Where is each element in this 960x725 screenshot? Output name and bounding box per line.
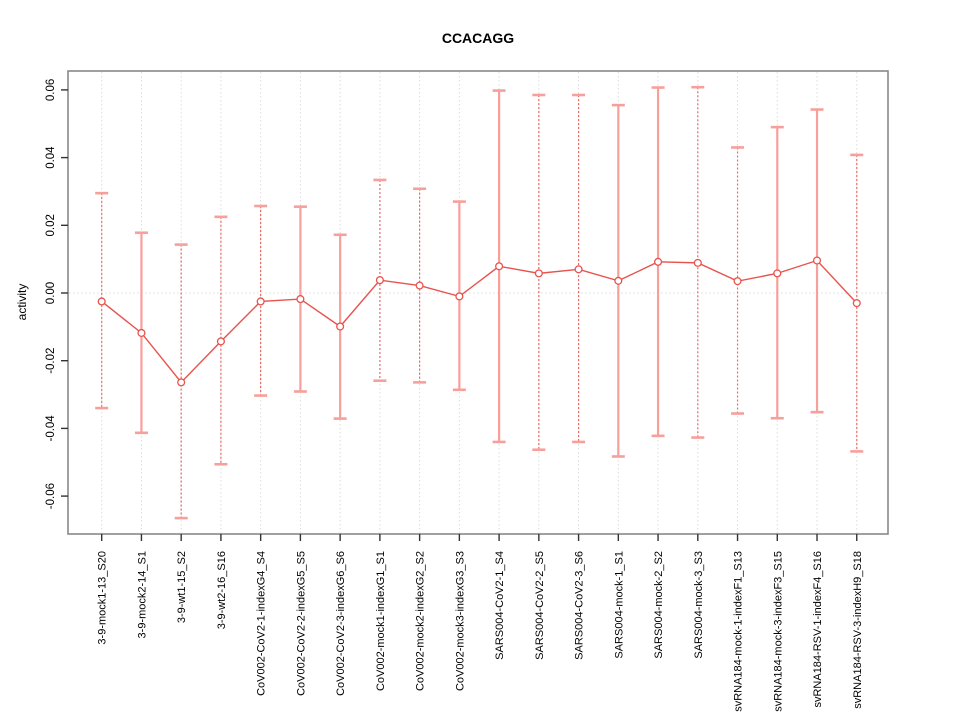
- x-tick-label: 3-9-wt2-16_S16: [216, 551, 228, 629]
- x-tick-label: CoV002-CoV2-1-indexG4_S4: [256, 551, 268, 696]
- y-tick-label: -0.02: [45, 348, 57, 374]
- data-point: [256, 297, 265, 306]
- x-tick-label: CoV002-CoV2-2-indexG5_S5: [295, 551, 307, 696]
- data-point: [574, 265, 583, 274]
- x-tick-label: SARS004-CoV2-1_S4: [494, 551, 506, 660]
- data-point: [614, 276, 623, 285]
- data-point: [495, 262, 504, 271]
- y-tick-label: 0.04: [45, 146, 57, 169]
- data-point: [812, 256, 822, 265]
- x-tick-label: 3-9-mock2-14_S1: [136, 551, 148, 638]
- data-point: [97, 297, 106, 306]
- x-tick-label: SARS004-mock-1_S1: [613, 551, 625, 659]
- data-point: [733, 277, 742, 286]
- x-tick-label: 3-9-mock1-13_S20: [97, 551, 109, 645]
- x-tick-label: SARS004-CoV2-3_S6: [574, 551, 586, 660]
- data-point: [375, 276, 384, 285]
- y-tick-label: 0.02: [45, 214, 57, 236]
- data-point: [654, 257, 663, 266]
- y-tick-label: 0.06: [45, 79, 57, 101]
- data-point: [216, 337, 225, 346]
- y-tick-label: 0.00: [45, 282, 57, 304]
- y-axis-title: activity: [15, 283, 29, 321]
- x-tick-label: svRNA184-mock-1-indexF1_S13: [733, 551, 745, 712]
- data-point: [773, 269, 782, 278]
- data-point: [177, 378, 186, 387]
- y-tick-label: -0.06: [45, 483, 57, 509]
- data-point: [852, 299, 861, 308]
- series-line: [101, 259, 858, 384]
- plot-border: [67, 70, 889, 535]
- data-point: [455, 292, 464, 301]
- x-tick-label: CoV002-mock3-indexG3_S3: [454, 551, 466, 691]
- data-point: [137, 328, 146, 337]
- data-point: [415, 281, 424, 290]
- x-tick-label: SARS004-mock-3_S3: [693, 551, 705, 659]
- x-tick-label: svRNA184-RSV-3-indexH9_S18: [852, 551, 864, 709]
- x-tick-label: 3-9-wt1-15_S2: [176, 551, 188, 623]
- data-point: [693, 258, 702, 267]
- chart-title: CCACAGG: [441, 30, 515, 46]
- x-tick-label: SARS004-CoV2-2_S5: [534, 551, 546, 660]
- x-tick-label: CoV002-CoV2-3-indexG6_S6: [335, 551, 347, 696]
- x-tick-label: svRNA184-mock-3-indexF3_S15: [772, 551, 784, 712]
- data-point: [296, 295, 305, 304]
- x-tick-label: SARS004-mock-2_S2: [653, 551, 665, 659]
- x-tick-label: svRNA184-RSV-1-indexF4_S16: [812, 551, 824, 708]
- x-tick-label: CoV002-mock1-indexG1_S1: [375, 551, 387, 691]
- y-tick-label: -0.04: [45, 415, 57, 442]
- data-point: [534, 269, 543, 278]
- data-point: [336, 322, 345, 331]
- x-tick-label: CoV002-mock2-indexG2_S2: [415, 551, 427, 691]
